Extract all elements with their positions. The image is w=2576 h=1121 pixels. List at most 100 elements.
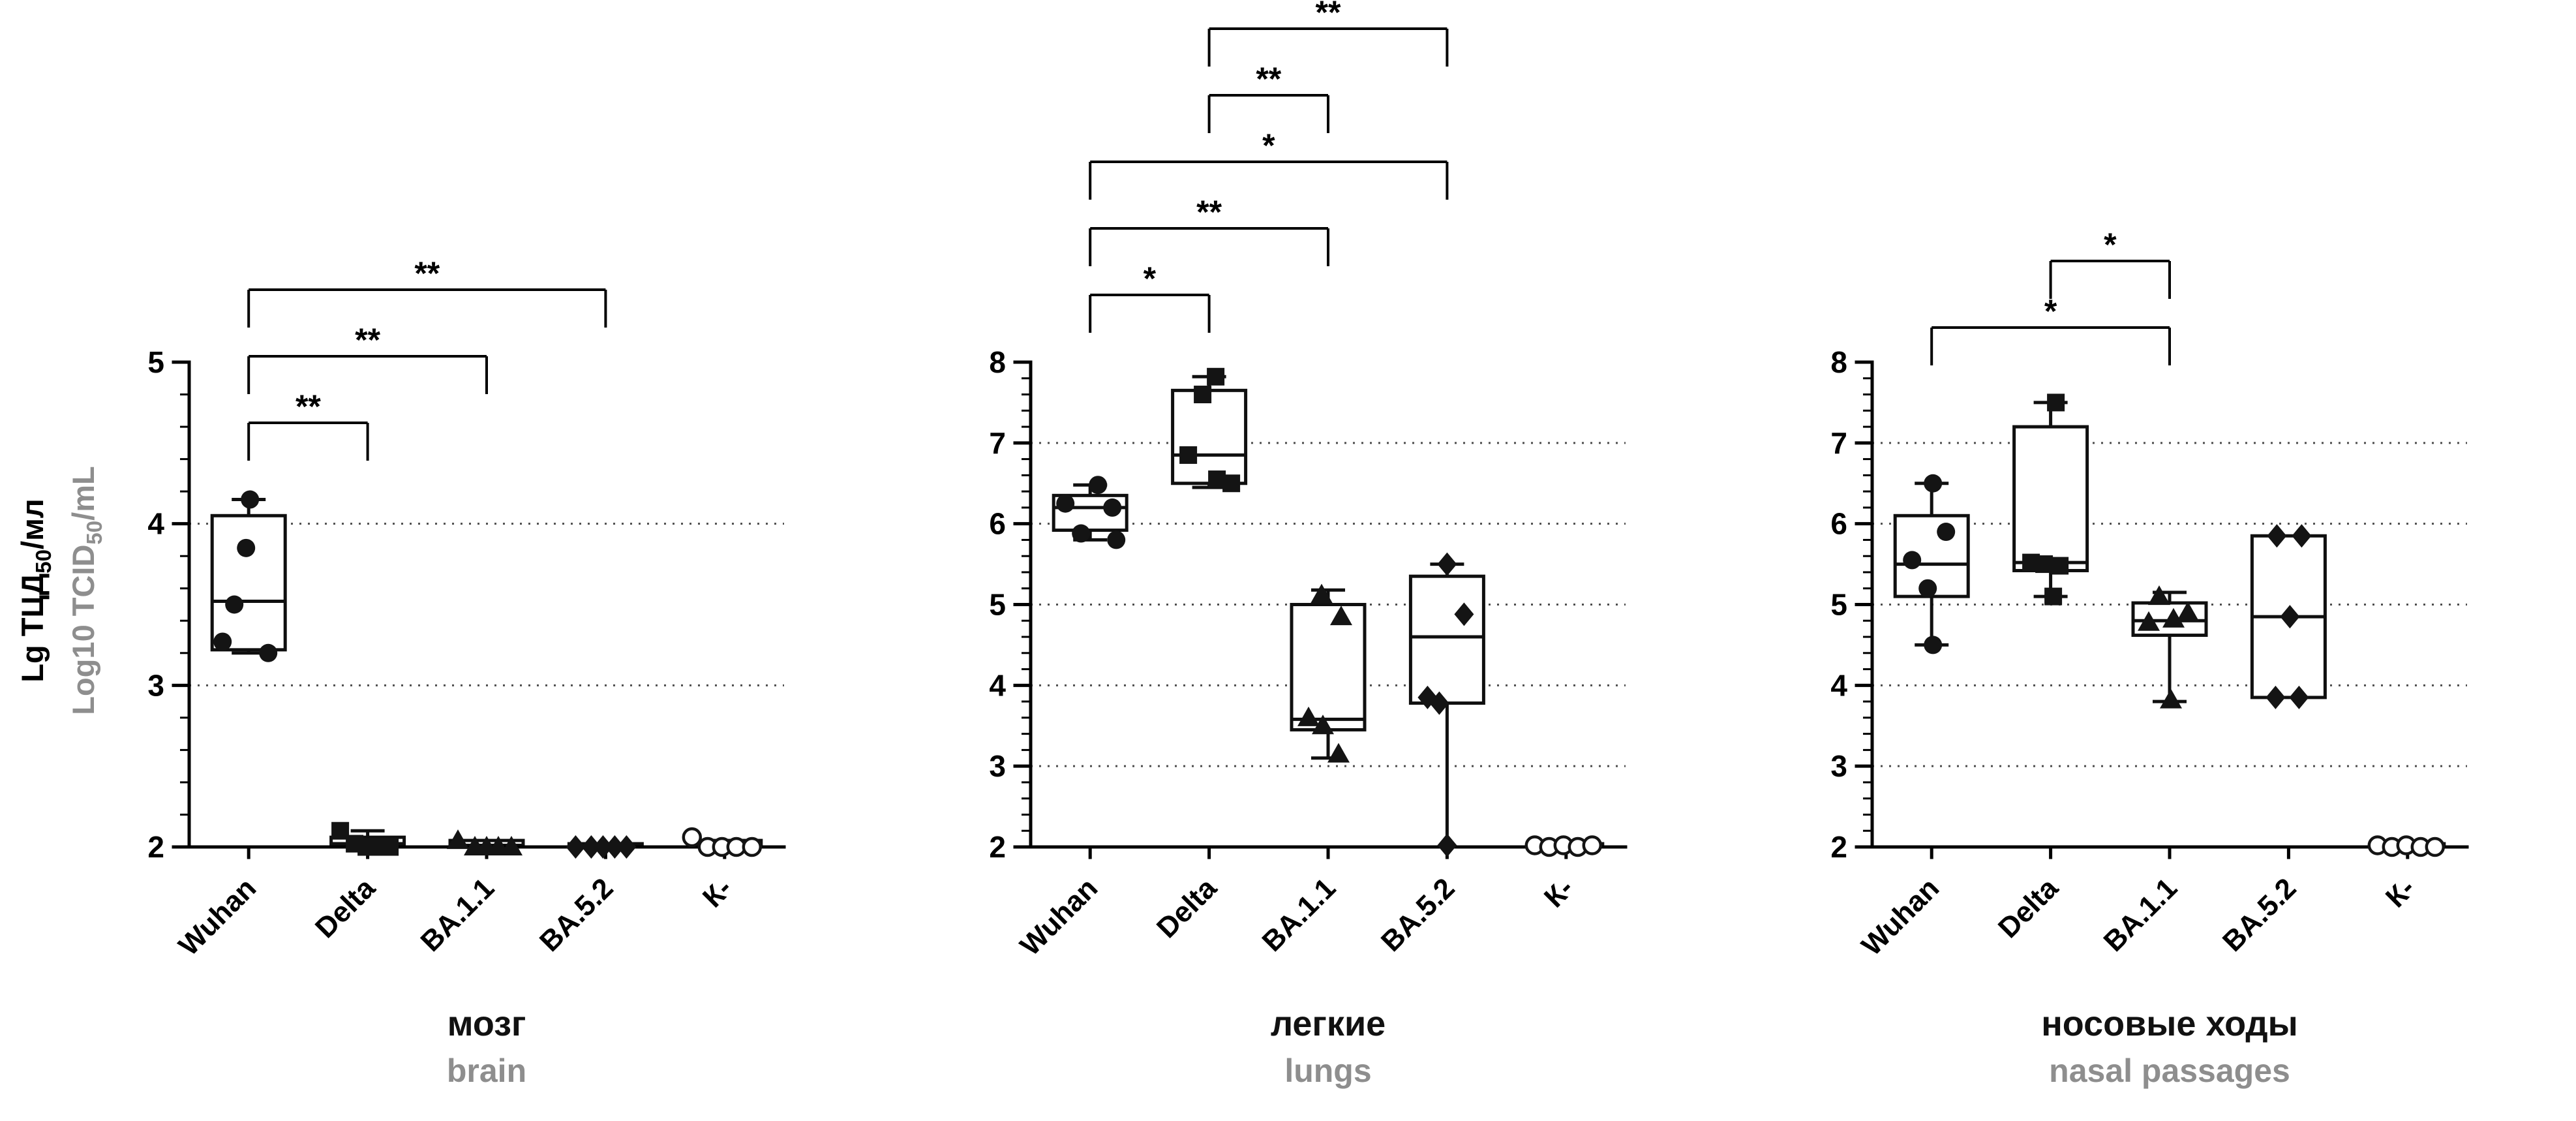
data-point	[1429, 691, 1449, 715]
data-point	[1582, 835, 1603, 855]
data-point	[1311, 583, 1333, 604]
data-point	[241, 490, 260, 509]
x-category-label: К-	[2380, 872, 2421, 914]
data-point	[1903, 551, 1922, 570]
boxplot-brain: 2 3 4 5 Wuhan Delta BA.1.1 BA.5.2 К- ** ** ** Lg ТЦД…	[15, 255, 786, 962]
y-tick-label: 5	[1830, 588, 1847, 622]
sig-label: **	[1196, 194, 1222, 230]
box	[1171, 388, 1248, 485]
y-tick-label: 6	[989, 507, 1006, 541]
data-point	[2280, 605, 2300, 629]
y-tick-label: 5	[989, 588, 1006, 622]
data-point	[2044, 587, 2063, 606]
data-point	[1107, 530, 1126, 549]
y-axis-label-secondary: Log10 TCID50/mL	[66, 466, 106, 714]
y-tick-label: 2	[989, 830, 1006, 864]
sig-label: **	[414, 255, 440, 292]
y-tick-label: 5	[147, 345, 164, 379]
data-point	[1072, 524, 1091, 543]
panel-title-brain-ru: мозг	[447, 1004, 526, 1043]
data-point	[2148, 585, 2170, 606]
sig-label: *	[1144, 260, 1157, 297]
data-point	[1207, 367, 1225, 386]
box	[2012, 425, 2089, 572]
sig-label: *	[2044, 293, 2057, 330]
data-point	[1179, 446, 1198, 464]
data-point	[1918, 579, 1937, 598]
data-point	[566, 835, 586, 859]
panel-title-brain-en: brain	[446, 1052, 527, 1089]
y-tick-label: 6	[1830, 507, 1847, 541]
y-tick-label: 4	[989, 668, 1006, 702]
y-tick-label: 8	[989, 345, 1006, 379]
data-point	[2138, 611, 2160, 631]
x-category-label: Delta	[309, 872, 382, 944]
panel-title-lungs-ru: легкие	[1270, 1004, 1386, 1043]
data-point	[1194, 386, 1212, 404]
data-point	[381, 838, 399, 856]
data-point	[2292, 524, 2312, 548]
data-point	[2289, 685, 2309, 709]
x-category-label: Delta	[1992, 872, 2065, 944]
y-tick-label: 4	[1830, 668, 1847, 702]
data-point	[259, 643, 278, 662]
y-tick-label: 2	[147, 830, 164, 864]
panel-title-lungs-en: lungs	[1284, 1052, 1372, 1089]
x-category-label: BA.1.1	[415, 872, 500, 957]
data-point	[1454, 602, 1474, 626]
data-point	[2425, 837, 2446, 857]
data-point	[1056, 494, 1075, 513]
data-point	[581, 835, 601, 859]
x-category-label: К-	[697, 872, 738, 914]
y-tick-label: 7	[1830, 426, 1847, 460]
data-point	[1437, 552, 1457, 576]
data-point	[1924, 636, 1943, 654]
data-point	[2047, 393, 2065, 412]
panel-nasal: 2 3 4 5 6 7 8 Wuhan Delta BA.1.1 BA.5.2 К- * * носовы…	[1683, 0, 2576, 1121]
data-point	[447, 829, 469, 850]
sig-label: *	[1262, 127, 1275, 164]
box	[210, 514, 287, 652]
data-point	[500, 836, 523, 855]
data-point	[682, 827, 703, 848]
box	[1408, 574, 1485, 705]
panel-lungs: 2 3 4 5 6 7 8 Wuhan Delta BA.1.1 BA.5.2 К- * ** * ** ** …	[841, 0, 1683, 1121]
x-category-label: BA.5.2	[534, 872, 619, 957]
x-category-label: К-	[1538, 872, 1580, 914]
x-category-label: Wuhan	[1014, 872, 1104, 962]
x-category-label: Wuhan	[172, 872, 262, 962]
y-tick-label: 4	[147, 507, 164, 541]
sig-label: *	[2104, 226, 2117, 263]
data-point	[1327, 743, 1350, 763]
y-tick-label: 2	[1830, 830, 1847, 864]
data-point	[742, 837, 763, 857]
x-category-label: BA.5.2	[2217, 872, 2302, 957]
data-point	[605, 835, 625, 859]
box	[1290, 603, 1367, 731]
data-point	[2162, 607, 2185, 628]
boxplot-nasal: 2 3 4 5 6 7 8 Wuhan Delta BA.1.1 BA.5.2 К- * *	[1830, 226, 2469, 962]
y-axis-label-primary: Lg ТЦД50/мл	[15, 499, 55, 682]
panel-title-nasal-ru: носовые ходы	[2041, 1004, 2298, 1043]
data-point	[2265, 685, 2286, 709]
y-tick-label: 8	[1830, 345, 1847, 379]
data-point	[1924, 474, 1943, 493]
sig-label: **	[1256, 61, 1281, 97]
data-point	[1312, 714, 1334, 735]
data-point	[1437, 833, 1457, 857]
data-point	[2160, 688, 2182, 709]
y-tick-label: 3	[1830, 749, 1847, 783]
data-point	[1330, 606, 1352, 626]
panel-title-nasal-en: nasal passages	[2049, 1052, 2290, 1089]
y-tick-label: 3	[147, 668, 164, 702]
panel-brain: 2 3 4 5 Wuhan Delta BA.1.1 BA.5.2 К- ** ** ** Lg ТЦД…	[0, 0, 841, 1121]
data-point	[1297, 706, 1320, 726]
data-point	[2267, 524, 2287, 548]
x-category-label: BA.1.1	[2098, 872, 2183, 957]
data-point	[1103, 498, 1122, 517]
data-point	[593, 835, 613, 859]
data-point	[616, 835, 637, 859]
y-tick-label: 3	[989, 749, 1006, 783]
data-point	[1089, 476, 1108, 495]
x-category-label: Wuhan	[1855, 872, 1945, 962]
